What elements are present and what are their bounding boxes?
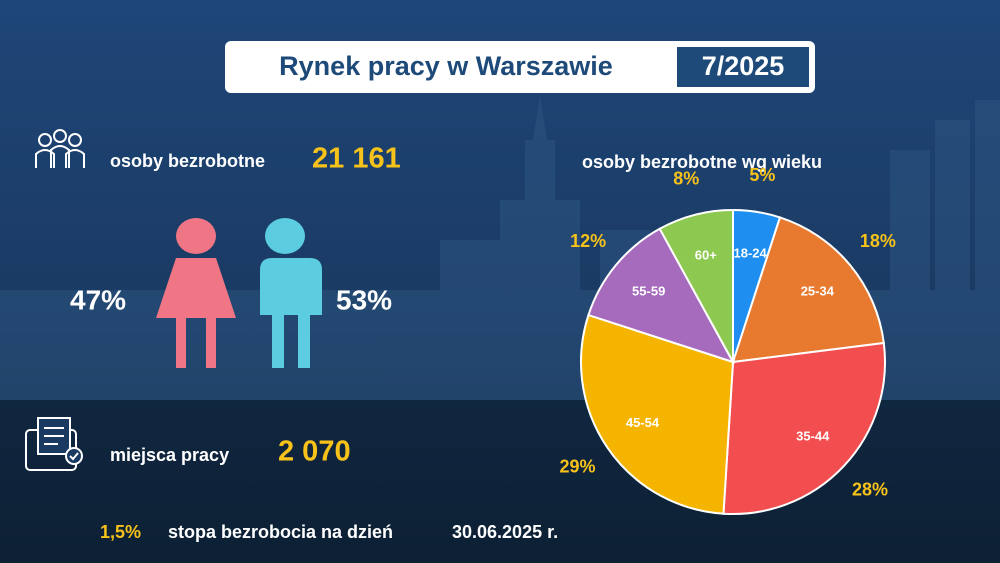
slice-percent: 8%	[673, 169, 699, 189]
pie-slice	[731, 216, 885, 364]
pie-slice	[587, 227, 736, 364]
slice-category: 35-44	[796, 428, 830, 443]
slice-category: 55-59	[632, 284, 665, 299]
document-icon	[25, 417, 83, 471]
man-figure	[260, 218, 322, 368]
people-icon	[35, 129, 85, 168]
period: 7/2025	[702, 51, 785, 81]
pie-slice	[658, 208, 734, 363]
jobs-label: miejsca pracy	[110, 445, 229, 465]
women-share: 47%	[70, 284, 126, 315]
rate-value: 1,5%	[100, 522, 141, 542]
pie-title: osoby bezrobotne wg wieku	[582, 152, 822, 172]
pie-slice	[580, 313, 735, 515]
pie-slice	[722, 341, 886, 515]
title: Rynek pracy w Warszawie	[279, 51, 613, 81]
pie-chart: 18-24 5% 25-34 18% 35-44 28% 45-54 29% 55-59 12% 6…	[559, 165, 896, 515]
woman-figure	[156, 218, 236, 368]
men-share: 53%	[336, 284, 392, 315]
jobs-value: 2 070	[278, 436, 351, 468]
rate-label: stopa bezrobocia na dzień	[168, 522, 393, 542]
unemployed-label: osoby bezrobotne	[110, 151, 265, 171]
title-box	[225, 41, 815, 93]
slice-percent: 5%	[749, 165, 775, 185]
slice-percent: 29%	[559, 456, 595, 476]
unemployed-value: 21 161	[312, 143, 401, 175]
slice-percent: 18%	[860, 231, 896, 251]
period-box	[677, 47, 809, 87]
slice-category: 60+	[695, 247, 717, 262]
slice-percent: 12%	[570, 231, 606, 251]
slice-category: 25-34	[801, 284, 835, 299]
slice-category: 18-24	[733, 245, 767, 260]
slice-percent: 28%	[852, 479, 888, 499]
rate-date: 30.06.2025 r.	[452, 522, 558, 542]
slice-category: 45-54	[626, 415, 660, 430]
